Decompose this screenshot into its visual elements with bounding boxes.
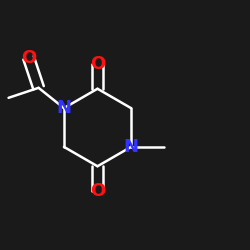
Text: N: N [124, 138, 138, 156]
Text: O: O [21, 49, 36, 67]
Text: N: N [56, 99, 72, 117]
Text: O: O [90, 182, 105, 200]
Text: O: O [90, 55, 105, 73]
